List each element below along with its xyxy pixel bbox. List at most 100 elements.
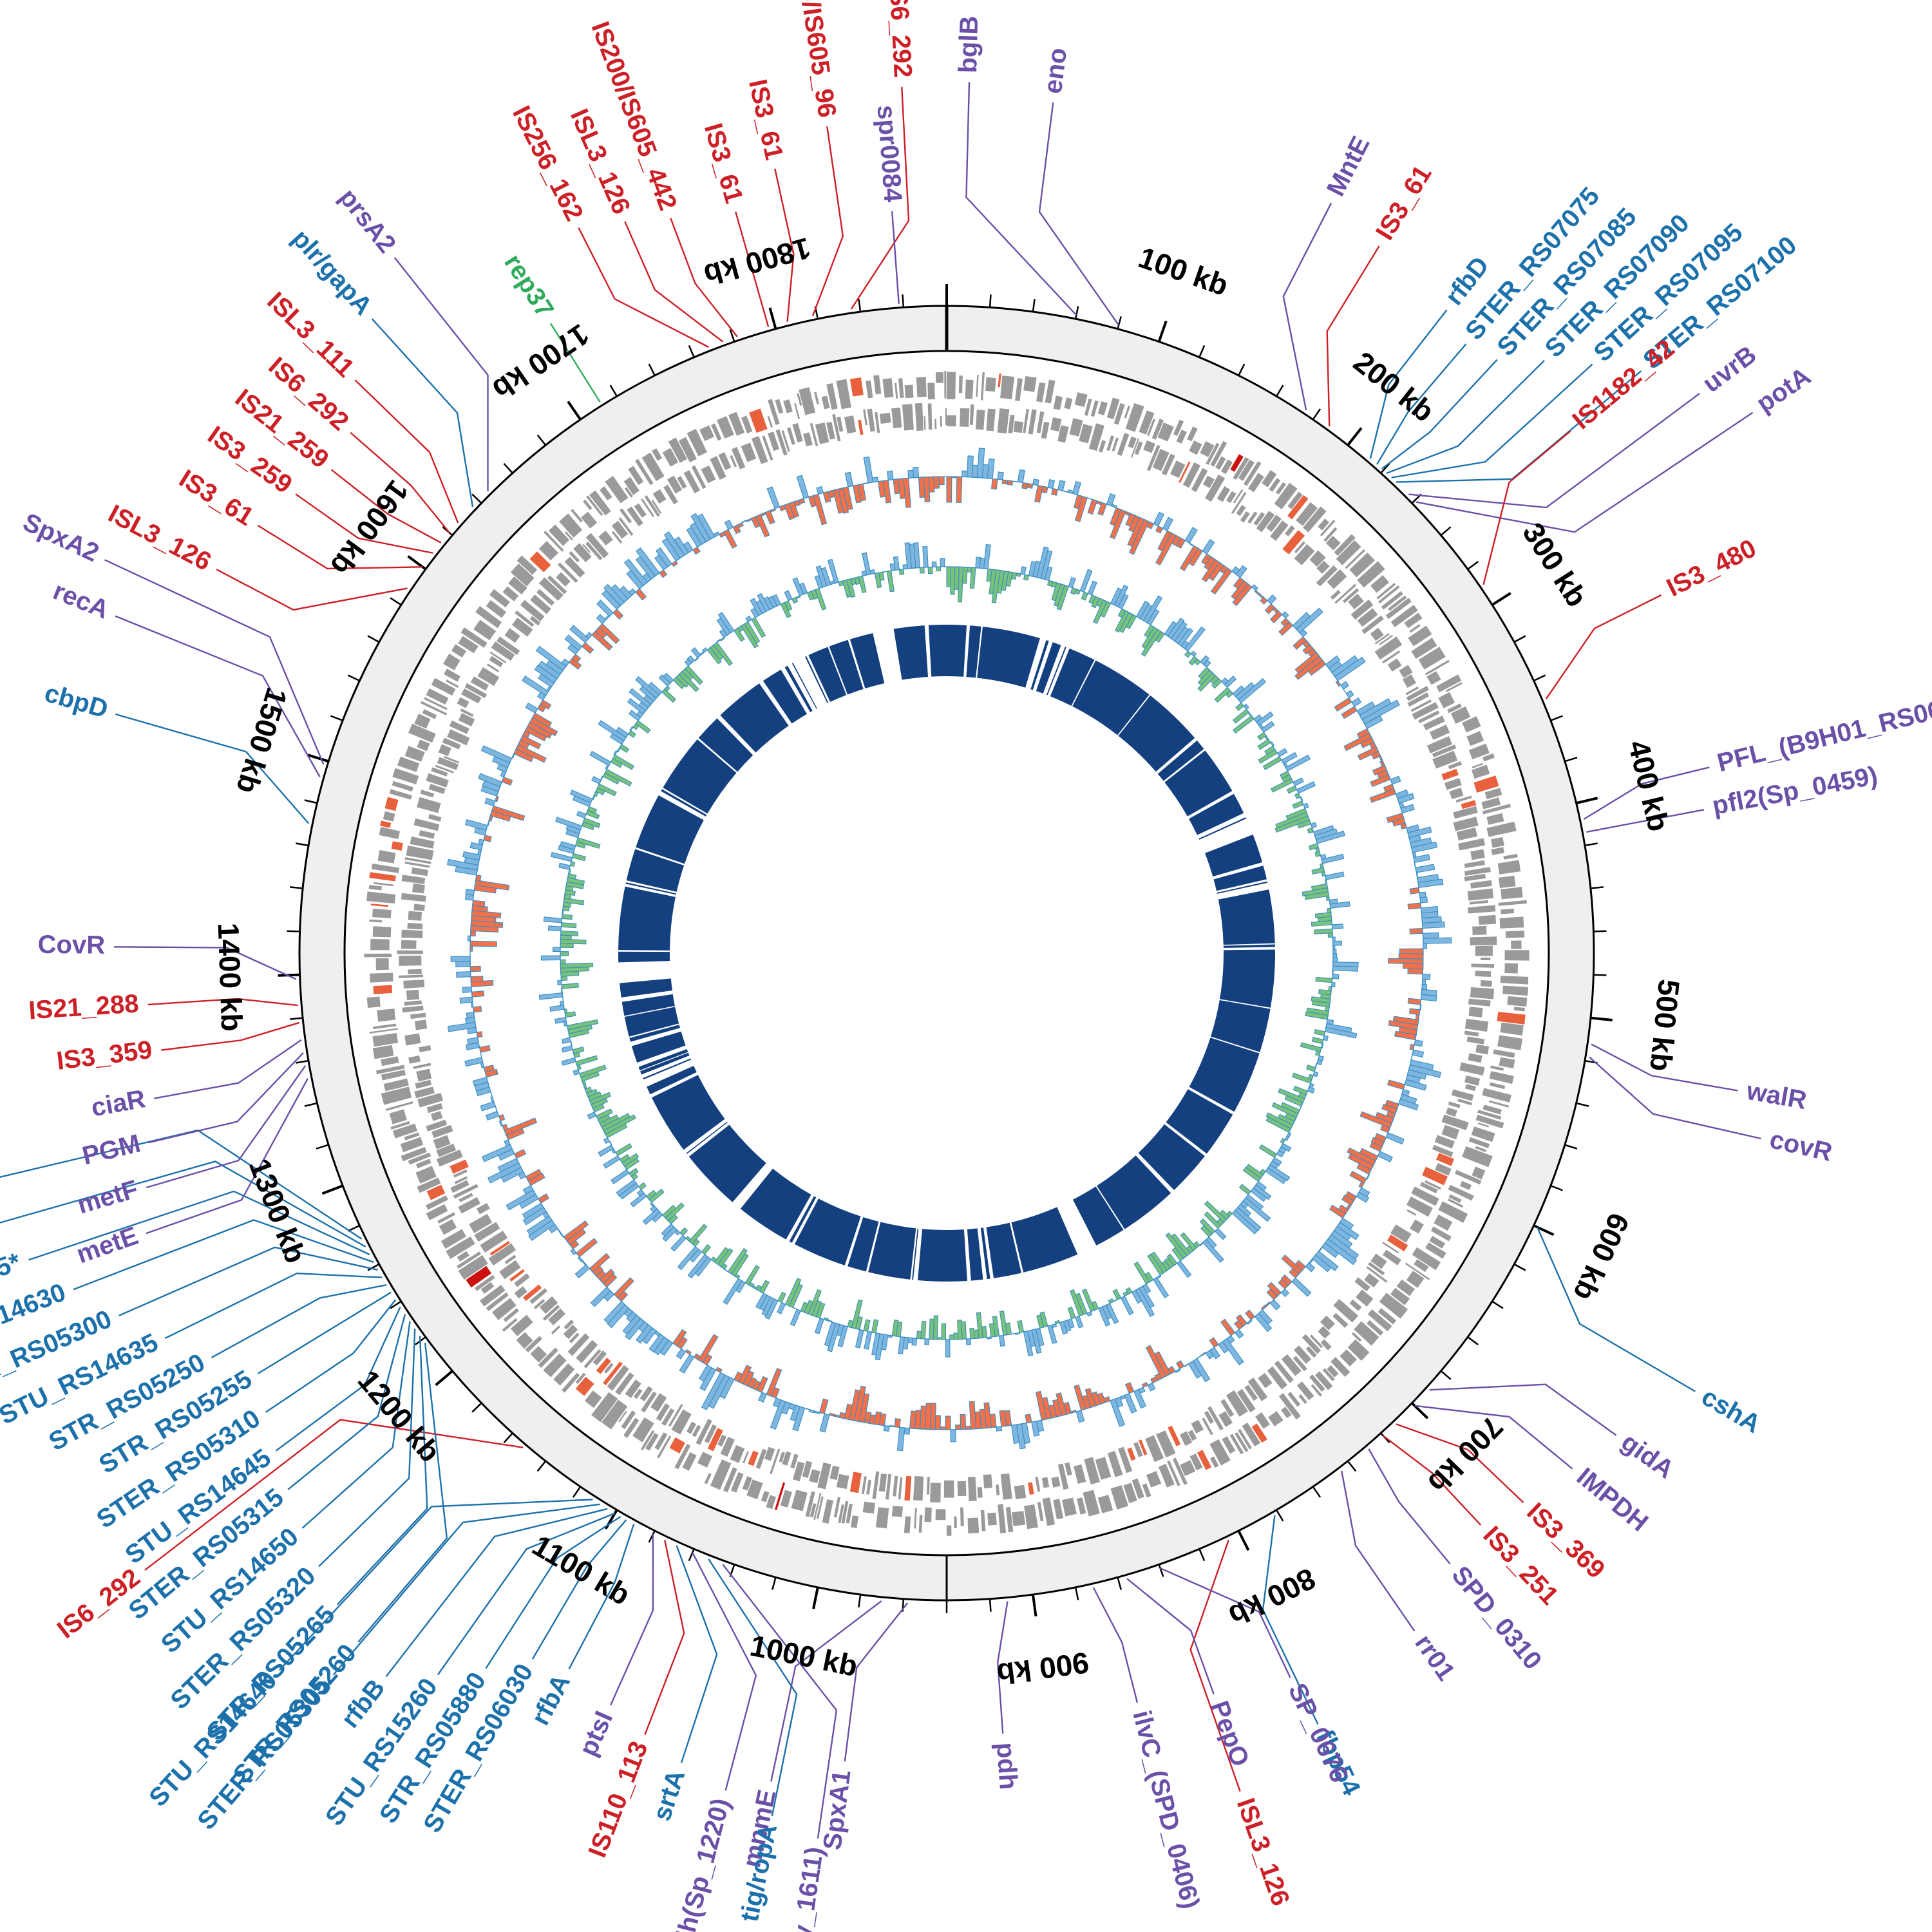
blast-hit-block [1118, 695, 1195, 772]
leader-line [1381, 359, 1498, 469]
cds-block [1448, 1184, 1474, 1201]
cds-block [872, 1471, 880, 1499]
cds-block [444, 668, 461, 682]
leader-line [485, 1515, 621, 1669]
cds-block [451, 644, 467, 658]
cds-block [1347, 1339, 1370, 1361]
cds-block [414, 1019, 428, 1030]
cds-block [1000, 1473, 1012, 1500]
cds-block [1334, 534, 1356, 556]
cds-block [1269, 478, 1281, 492]
cds-block [1267, 1366, 1288, 1390]
cds-block [743, 1451, 749, 1464]
leader-line [295, 493, 433, 554]
cds-block [1000, 375, 1015, 399]
cds-block [611, 531, 623, 544]
cds-block [641, 498, 655, 518]
cds-block [1349, 1299, 1362, 1311]
cds-block [1012, 1511, 1026, 1526]
cds-block [548, 524, 570, 546]
cds-block [1309, 1334, 1323, 1349]
cds-block [1097, 401, 1108, 416]
cds-block [1008, 415, 1015, 433]
cds-block [410, 1012, 426, 1019]
histogram-bin [931, 561, 937, 567]
leader-line [891, 211, 900, 304]
cds-block [634, 503, 647, 518]
leader-line [318, 1329, 416, 1567]
cds-block [1489, 1071, 1514, 1084]
cds-block [1448, 1101, 1461, 1108]
cds-block [671, 1409, 692, 1435]
cds-block [813, 1492, 822, 1520]
cds-block [1441, 1124, 1460, 1140]
cds-block [486, 663, 500, 672]
blast-hit-block [1217, 881, 1268, 894]
cds-block [430, 1111, 443, 1121]
cds-block [711, 423, 722, 441]
cds-block [780, 1490, 792, 1508]
cds-block [589, 490, 611, 516]
histogram-bin [470, 976, 484, 983]
histogram-bin [912, 466, 920, 478]
blast-hit-block [1011, 1207, 1078, 1273]
cds-block [697, 1452, 713, 1468]
cds-block [504, 628, 520, 643]
cds-block [514, 1286, 527, 1299]
blast-hit-block [651, 1075, 725, 1150]
cds-block [1053, 395, 1063, 410]
cds-block [805, 1491, 815, 1517]
histogram-bin [1423, 937, 1452, 944]
cds-block [866, 380, 873, 399]
leader-line [161, 1021, 300, 1051]
cds-block [1191, 468, 1208, 493]
cds-block [1481, 957, 1491, 961]
cds-block [408, 1152, 431, 1165]
histogram-bin [1409, 927, 1423, 934]
leader-line [301, 1321, 411, 1529]
cds-block [542, 1305, 560, 1321]
cds-block [1037, 1502, 1044, 1522]
leader-line [550, 323, 601, 402]
cds-block [998, 373, 1001, 388]
cds-block [1497, 860, 1521, 875]
cds-block [770, 1448, 781, 1475]
cds-block [1464, 873, 1486, 882]
cds-block [404, 1033, 421, 1046]
cds-block [1294, 1345, 1312, 1364]
cds-block [1482, 1088, 1512, 1103]
cds-block [404, 1132, 420, 1141]
cds-block [640, 1430, 655, 1451]
cds-block [1472, 925, 1487, 936]
cds-block [913, 1475, 924, 1501]
cds-block [403, 980, 425, 989]
blast-hit-block [618, 886, 676, 951]
histogram-bin [560, 922, 577, 929]
blast-hit-block [686, 1121, 728, 1154]
cds-block [583, 499, 592, 510]
cds-block [1499, 1057, 1515, 1069]
cds-block [651, 500, 662, 515]
cds-block [624, 487, 633, 498]
histogram-bin [969, 1327, 975, 1340]
cds-block [397, 756, 420, 772]
cds-block [967, 1477, 977, 1502]
leader-line [393, 257, 489, 491]
cds-block [582, 544, 591, 553]
cds-block [1293, 1356, 1307, 1372]
cds-block [1406, 1196, 1433, 1217]
cds-block [417, 797, 441, 813]
cds-block [1294, 544, 1315, 565]
cds-block [1036, 382, 1046, 402]
cds-block [1425, 1242, 1446, 1259]
cds-block [1127, 1447, 1136, 1461]
cds-block [764, 1446, 775, 1461]
cds-block [1340, 1349, 1357, 1367]
cds-block [442, 737, 461, 750]
cds-block [623, 477, 639, 495]
cds-block [836, 1473, 849, 1490]
cds-block [1172, 1457, 1188, 1485]
cds-block [1125, 402, 1144, 432]
leader-line [624, 221, 724, 343]
leader-line [332, 1503, 600, 1676]
